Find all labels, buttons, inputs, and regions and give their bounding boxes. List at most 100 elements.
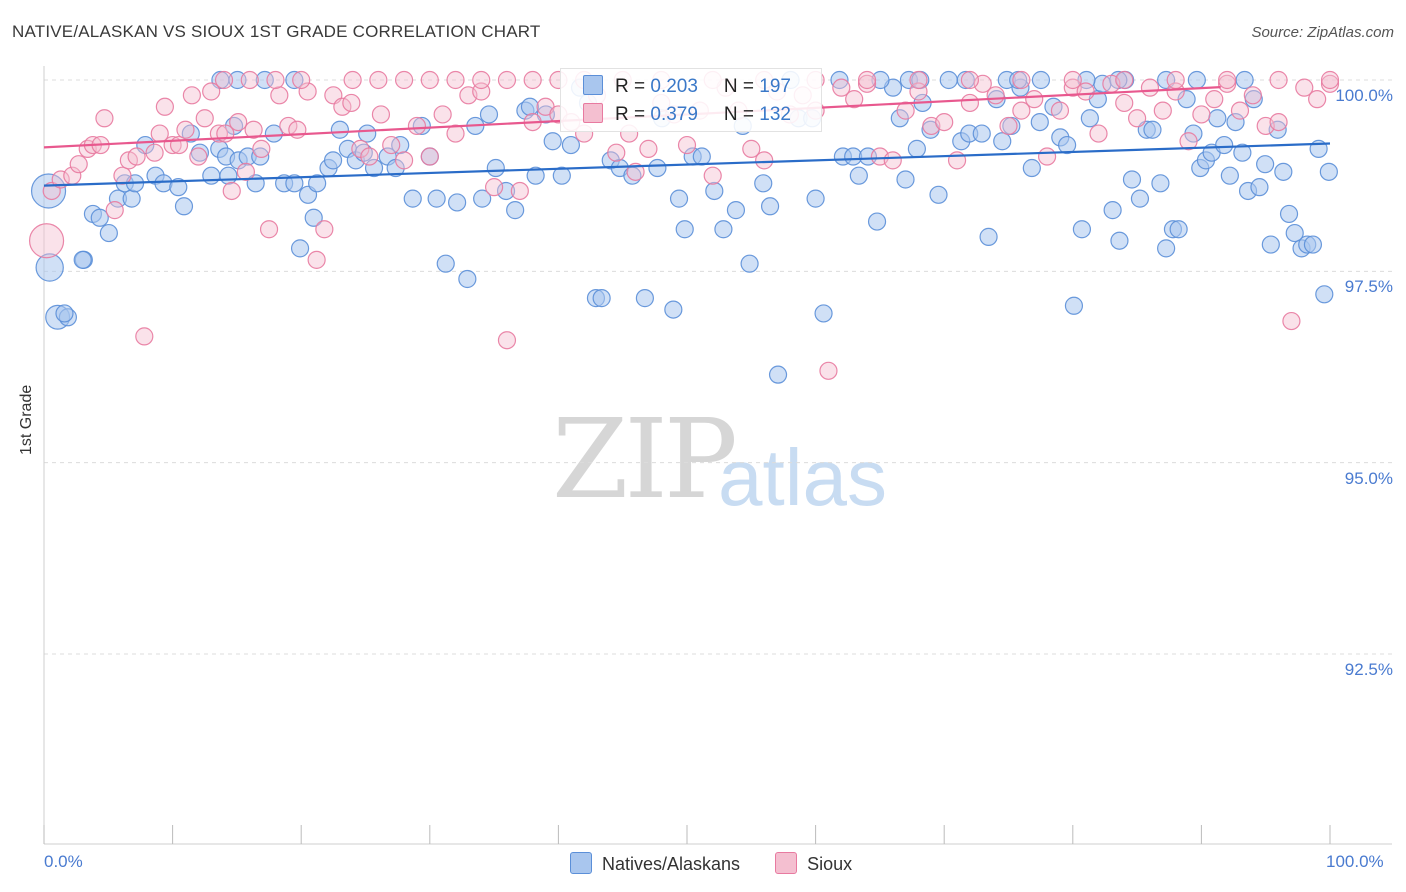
sioux-point-102: [1127, 109, 1147, 128]
sioux-point-94: [1025, 90, 1044, 109]
sioux-point-44: [382, 135, 401, 155]
natives-point-167: [285, 70, 304, 90]
sioux-r-value: 0.379: [650, 104, 698, 125]
sioux-r-label: R =: [615, 104, 651, 125]
natives-point-118: [1022, 158, 1041, 178]
sioux-point-16: [155, 97, 174, 116]
sioux-point-124: [394, 70, 414, 90]
natives-point-122: [1058, 135, 1077, 155]
natives-point-79: [669, 189, 689, 208]
natives-point-9: [99, 223, 118, 243]
natives-point-51: [427, 189, 446, 208]
natives-point-17: [169, 178, 188, 197]
sioux-point-110: [1230, 101, 1250, 120]
source-label: Source: ZipAtlas.com: [1251, 24, 1394, 41]
natives-point-157: [1285, 223, 1304, 243]
sioux-point-98: [1076, 82, 1095, 101]
sioux-point-125: [420, 70, 439, 90]
natives-point-88: [754, 174, 773, 193]
natives-point-43: [358, 124, 377, 143]
natives-point-89: [760, 197, 780, 216]
natives-point-90: [768, 365, 788, 384]
sioux-point-84: [896, 101, 915, 120]
natives-point-80: [675, 220, 694, 239]
natives-r-label: R =: [615, 76, 651, 97]
sioux-point-4: [69, 155, 88, 174]
legend-label-natives: Natives/Alaskans: [602, 854, 741, 874]
watermark-zip: ZIP: [552, 395, 738, 523]
y-tick-label-3: 92.5%: [1344, 660, 1393, 679]
sioux-point-103: [1140, 78, 1160, 97]
natives-point-0: [30, 173, 67, 209]
sioux-point-119: [240, 70, 259, 90]
natives-point-171: [956, 70, 975, 90]
sioux-point-72: [742, 139, 761, 158]
natives-swatch: [583, 75, 603, 95]
sioux-point-109: [1218, 74, 1237, 93]
natives-point-109: [939, 70, 958, 90]
natives-point-59: [496, 181, 516, 201]
sioux-point-39: [333, 97, 352, 116]
natives-point-168: [871, 70, 890, 90]
sioux-point-117: [1320, 74, 1340, 93]
natives-point-153: [1261, 235, 1280, 254]
sioux-point-139: [960, 70, 980, 90]
sioux-point-93: [1012, 101, 1031, 120]
sioux-point-53: [497, 331, 517, 350]
natives-point-82: [692, 147, 711, 166]
sioux-point-127: [472, 70, 491, 90]
sioux-point-80: [845, 90, 864, 109]
sioux-point-81: [857, 74, 877, 93]
sioux-point-111: [1243, 86, 1262, 105]
sioux-point-46: [407, 116, 427, 136]
sioux-point-69: [703, 166, 722, 185]
sioux-point-22: [195, 109, 214, 128]
natives-point-146: [1220, 166, 1239, 185]
natives-r-value: 0.203: [650, 76, 698, 97]
natives-point-52: [436, 254, 455, 273]
natives-point-132: [1130, 189, 1150, 208]
natives-point-152: [1256, 155, 1275, 174]
sioux-point-67: [677, 135, 697, 155]
sioux-point-47: [420, 147, 439, 166]
natives-point-160: [1303, 235, 1323, 254]
natives-point-76: [648, 158, 667, 178]
sioux-point-13: [135, 327, 154, 346]
chart-title: NATIVE/ALASKAN VS SIOUX 1ST GRADE CORREL…: [12, 22, 541, 41]
sioux-point-35: [298, 82, 317, 101]
sioux-point-43: [371, 105, 391, 124]
natives-point-134: [1143, 120, 1162, 139]
natives-point-54: [458, 269, 477, 289]
natives-point-138: [1169, 220, 1188, 239]
sioux-point-29: [244, 120, 263, 139]
sioux-point-19: [176, 120, 195, 139]
sioux-point-28: [236, 162, 256, 181]
sioux-n-label: N =: [723, 104, 760, 125]
natives-point-12: [122, 189, 141, 208]
sioux-point-32: [270, 86, 289, 105]
natives-point-63: [526, 166, 545, 185]
sioux-point-27: [229, 112, 248, 132]
natives-point-112: [972, 124, 991, 143]
natives-point-155: [1274, 162, 1293, 181]
natives-point-123: [1064, 296, 1084, 315]
natives-point-125: [1080, 109, 1099, 128]
sioux-point-37: [315, 220, 334, 239]
sioux-point-9: [105, 201, 124, 220]
sioux-point-23: [202, 82, 221, 101]
natives-point-178: [1187, 70, 1206, 90]
sioux-point-144: [1218, 70, 1237, 90]
natives-point-57: [479, 105, 499, 124]
natives-point-96: [830, 70, 849, 90]
natives-point-166: [255, 70, 274, 90]
natives-point-8: [90, 208, 109, 227]
sioux-point-21: [189, 147, 208, 166]
sioux-point-118: [214, 70, 234, 90]
natives-point-4: [55, 304, 74, 323]
sioux-point-52: [485, 178, 504, 197]
natives-point-144: [1208, 109, 1227, 128]
natives-point-32: [285, 174, 304, 193]
sioux-point-20: [182, 86, 201, 105]
natives-point-18: [174, 197, 194, 216]
